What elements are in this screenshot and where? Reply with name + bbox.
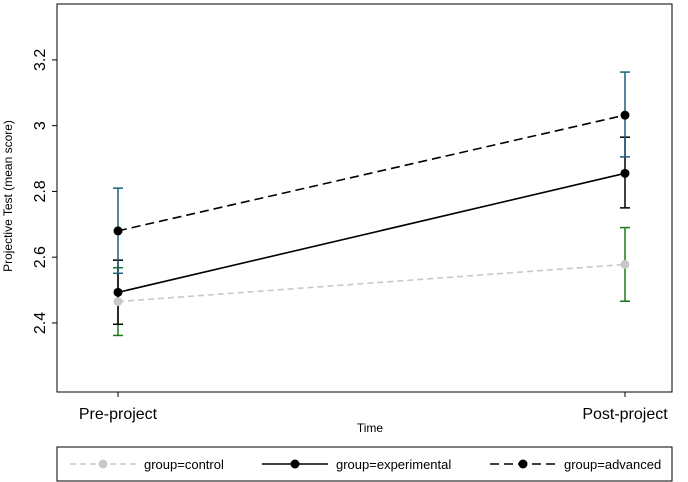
y-tick-label: 3.2 xyxy=(32,49,49,71)
series-line xyxy=(117,114,626,232)
plot-frame xyxy=(56,3,673,393)
data-point xyxy=(620,259,630,269)
data-point xyxy=(620,168,630,178)
legend-box xyxy=(56,446,673,482)
legend-label: group=control xyxy=(144,457,224,472)
legend-marker xyxy=(98,459,108,469)
legend-marker xyxy=(518,459,528,469)
x-tick-label-pre: Pre-project xyxy=(79,406,158,423)
legend-marker xyxy=(290,459,300,469)
y-tick-label: 2.4 xyxy=(32,312,49,334)
y-tick-label: 2.6 xyxy=(32,246,49,268)
y-tick-label: 2.8 xyxy=(32,180,49,202)
data-point xyxy=(620,110,630,120)
legend-label: group=experimental xyxy=(336,457,451,472)
data-point xyxy=(113,226,123,236)
series-line xyxy=(117,172,626,294)
x-axis-title: Time xyxy=(357,421,384,435)
series-line xyxy=(117,263,626,303)
data-point xyxy=(113,297,123,307)
y-tick-label: 3 xyxy=(32,121,49,130)
y-axis-title: Projective Test (mean score) xyxy=(1,120,15,272)
legend-label: group=advanced xyxy=(564,457,661,472)
data-point xyxy=(113,287,123,297)
x-tick-label-post: Post-project xyxy=(582,406,668,423)
